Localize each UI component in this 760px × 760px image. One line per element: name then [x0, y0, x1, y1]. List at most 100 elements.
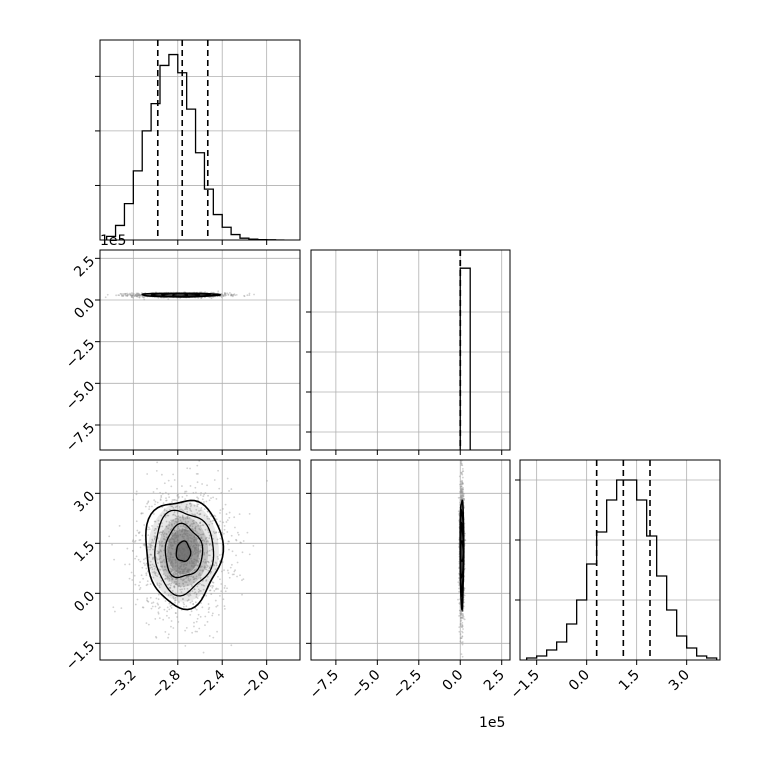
- sample-point: [460, 496, 463, 499]
- sample-point: [241, 579, 243, 582]
- y-tick-label: −1.5: [63, 638, 98, 673]
- sample-point: [196, 481, 199, 484]
- sample-point: [173, 522, 176, 525]
- sample-point: [190, 559, 193, 562]
- sample-point: [193, 535, 196, 537]
- sample-point: [134, 603, 137, 606]
- sample-point: [162, 529, 164, 532]
- sample-point: [462, 495, 465, 498]
- sample-point: [168, 558, 170, 561]
- sample-point: [222, 295, 225, 297]
- sample-point: [177, 515, 179, 518]
- sample-point: [248, 292, 251, 295]
- sample-point: [182, 579, 185, 581]
- sample-point: [171, 578, 174, 581]
- sample-point: [138, 532, 140, 535]
- sample-point: [154, 500, 157, 503]
- sample-point: [461, 630, 463, 633]
- sample-point: [166, 578, 169, 581]
- sample-point: [147, 501, 150, 504]
- sample-point: [460, 490, 463, 493]
- offset-label-row1-y: 1e5: [100, 233, 126, 249]
- sample-point: [192, 578, 195, 581]
- sample-point: [165, 533, 168, 535]
- sample-point: [207, 510, 209, 513]
- sample-point: [235, 554, 237, 557]
- sample-point: [181, 530, 183, 533]
- sample-point: [146, 597, 149, 600]
- sample-point: [189, 467, 191, 470]
- sample-point: [157, 552, 160, 554]
- sample-point: [191, 585, 193, 588]
- sample-point: [215, 518, 218, 521]
- sample-point: [183, 529, 186, 531]
- sample-point: [167, 560, 170, 563]
- sample-point: [188, 560, 191, 563]
- sample-point: [194, 527, 197, 530]
- sample-point: [177, 525, 180, 528]
- sample-point: [194, 530, 197, 533]
- sample-point: [184, 533, 187, 536]
- sample-point: [193, 544, 195, 547]
- sample-point: [169, 575, 171, 577]
- sample-point: [181, 563, 183, 566]
- sample-point: [460, 489, 463, 492]
- sample-point: [216, 604, 219, 607]
- sample-point: [169, 551, 172, 554]
- sample-point: [168, 538, 171, 541]
- sample-point: [152, 571, 154, 574]
- sample-point: [458, 577, 460, 579]
- sample-point: [239, 541, 242, 544]
- sample-point: [179, 565, 182, 568]
- sample-point: [209, 589, 212, 592]
- sample-point: [461, 482, 463, 485]
- sample-point: [181, 485, 183, 487]
- sample-point: [208, 635, 211, 637]
- sample-point: [457, 598, 459, 601]
- sample-point: [196, 554, 199, 557]
- sample-point: [211, 522, 214, 525]
- sample-point: [178, 529, 181, 531]
- sample-point: [186, 570, 188, 573]
- sample-point: [222, 598, 225, 601]
- sample-point: [182, 605, 185, 608]
- sample-point: [223, 532, 225, 535]
- sample-point: [181, 535, 184, 538]
- sample-point: [197, 503, 200, 506]
- sample-point: [170, 607, 173, 609]
- sample-point: [148, 528, 151, 531]
- sample-point: [197, 574, 200, 576]
- sample-point: [459, 492, 462, 495]
- sample-point: [167, 583, 169, 586]
- sample-point: [460, 613, 462, 616]
- sample-point: [172, 534, 175, 537]
- sample-point: [163, 549, 165, 552]
- sample-point: [145, 622, 148, 625]
- sample-point: [195, 575, 198, 578]
- sample-point: [199, 533, 202, 536]
- sample-point: [200, 590, 202, 592]
- sample-point: [460, 461, 463, 463]
- sample-point: [186, 534, 188, 537]
- sample-point: [204, 528, 207, 531]
- sample-point: [170, 545, 172, 548]
- sample-point: [240, 542, 242, 544]
- sample-point: [168, 521, 171, 523]
- sample-point: [147, 500, 150, 503]
- sample-point: [461, 624, 464, 627]
- sample-point: [460, 471, 463, 474]
- x-tick-label: −1.5: [508, 667, 543, 702]
- sample-point: [161, 540, 163, 543]
- sample-point: [215, 531, 218, 534]
- sample-point: [184, 508, 187, 511]
- sample-point: [184, 568, 187, 571]
- sample-point: [191, 571, 194, 574]
- sample-point: [151, 568, 154, 571]
- sample-point: [233, 570, 236, 573]
- sample-point: [204, 558, 206, 561]
- sample-point: [231, 550, 234, 553]
- sample-point: [188, 502, 191, 505]
- sample-point: [150, 542, 152, 545]
- sample-point: [220, 292, 223, 295]
- sample-point: [156, 575, 159, 578]
